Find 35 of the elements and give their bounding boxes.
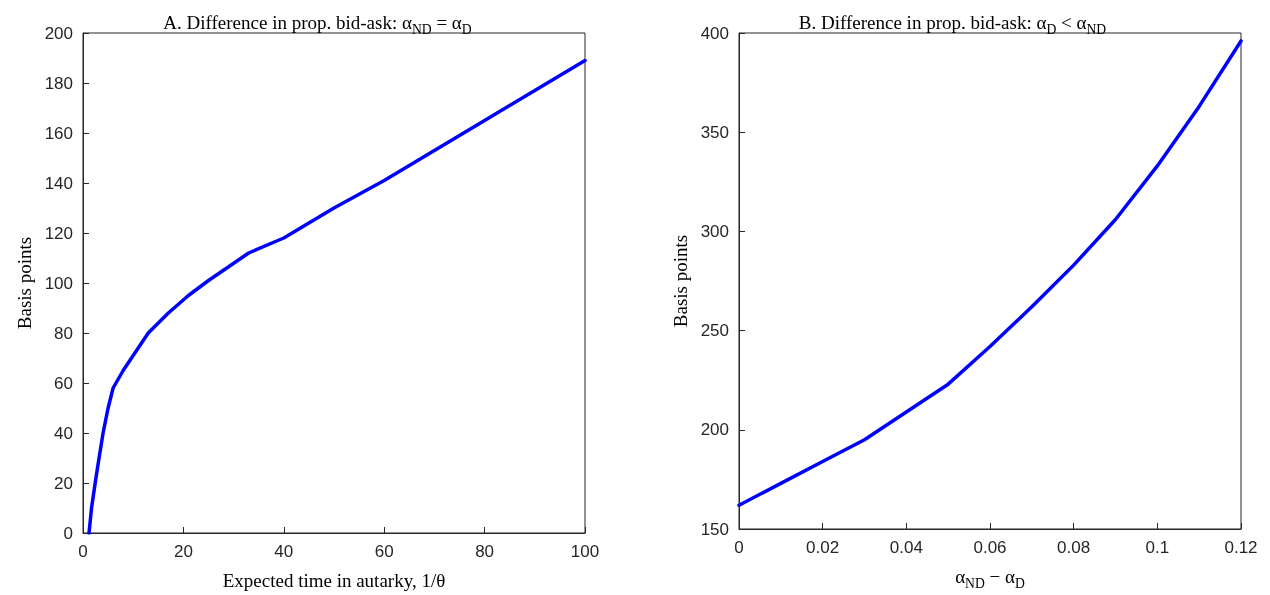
x-tick-label: 0.02	[806, 538, 840, 557]
y-tick-label: 140	[44, 173, 73, 193]
y-axis-title: Basis points	[13, 236, 35, 330]
y-axis-title: Basis points	[669, 234, 691, 328]
y-tick-label: 20	[54, 473, 73, 493]
x-tick-label: 0.12	[1224, 538, 1258, 557]
y-tick-label: 200	[700, 420, 729, 440]
y-tick-label: 400	[700, 23, 729, 43]
y-tick-label: 0	[63, 523, 73, 543]
y-tick-label: 200	[44, 23, 73, 43]
x-tick-label: 0.1	[1145, 538, 1170, 557]
y-tick-label: 150	[700, 519, 729, 539]
x-tick-label: 0.04	[889, 538, 923, 557]
x-tick-label: 60	[374, 542, 394, 561]
line-series	[87, 58, 587, 535]
y-tick-label: 60	[54, 373, 73, 393]
x-tick-label: 100	[570, 542, 600, 561]
y-tick-label: 40	[54, 423, 73, 443]
x-tick-label: 0	[78, 542, 88, 561]
x-tick-label: 20	[173, 542, 193, 561]
y-tick-label: 120	[44, 223, 73, 243]
x-tick-label: 80	[475, 542, 495, 561]
y-tick-label: 300	[700, 221, 729, 241]
x-tick-label: 0.08	[1057, 538, 1091, 557]
y-tick-label: 250	[700, 321, 729, 341]
x-tick-label: 0.06	[973, 538, 1007, 557]
y-tick-label: 80	[54, 323, 73, 343]
x-tick-label: 40	[274, 542, 294, 561]
x-tick-label: 0	[734, 538, 744, 557]
y-tick-label: 180	[44, 73, 73, 93]
y-tick-label: 160	[44, 123, 73, 143]
y-tick-label: 350	[700, 122, 729, 142]
x-axis-title: Expected time in autarky, 1/θ	[222, 570, 446, 591]
line-series	[737, 39, 1243, 507]
y-tick-label: 100	[44, 273, 73, 293]
